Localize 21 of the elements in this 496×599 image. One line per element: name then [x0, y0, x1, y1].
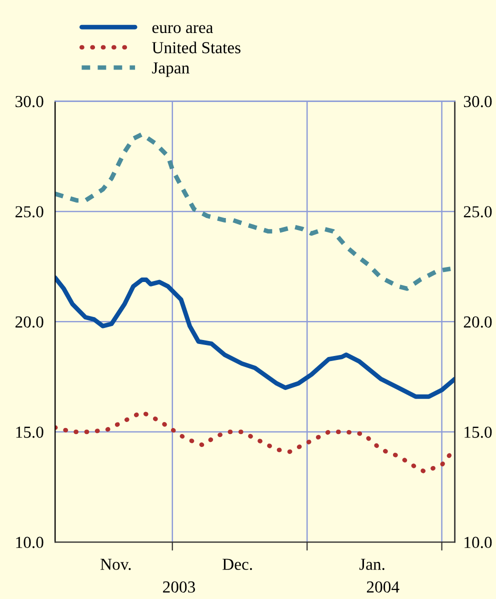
text: 2003	[163, 581, 195, 593]
y-tick-label: 15.0	[16, 426, 44, 438]
y-tick-label: 10.0	[16, 536, 44, 548]
y2-tick-label: 30.0	[464, 96, 492, 108]
y2-tick-label: 10.0	[464, 536, 492, 548]
y2-tick-label: 25.0	[464, 206, 492, 218]
y-tick-label: 25.0	[16, 206, 44, 218]
y-tick-label: 20.0	[16, 316, 44, 328]
line-series	[55, 275, 455, 399]
y2-tick-label: 15.0	[464, 426, 492, 438]
legend-label: euro area	[152, 25, 214, 34]
y2-tick-label: 20.0	[464, 316, 492, 328]
line-series	[55, 132, 453, 291]
text: 2004	[366, 581, 400, 593]
legend-label: United States	[152, 42, 240, 54]
x-tick-label: Jan.	[359, 558, 384, 570]
line-series	[55, 410, 453, 474]
y-tick-label: 30.0	[16, 96, 44, 108]
x-tick-label: Dec.	[222, 558, 252, 570]
x-tick-label: Nov.	[100, 558, 131, 570]
legend-label: Japan	[152, 62, 190, 77]
